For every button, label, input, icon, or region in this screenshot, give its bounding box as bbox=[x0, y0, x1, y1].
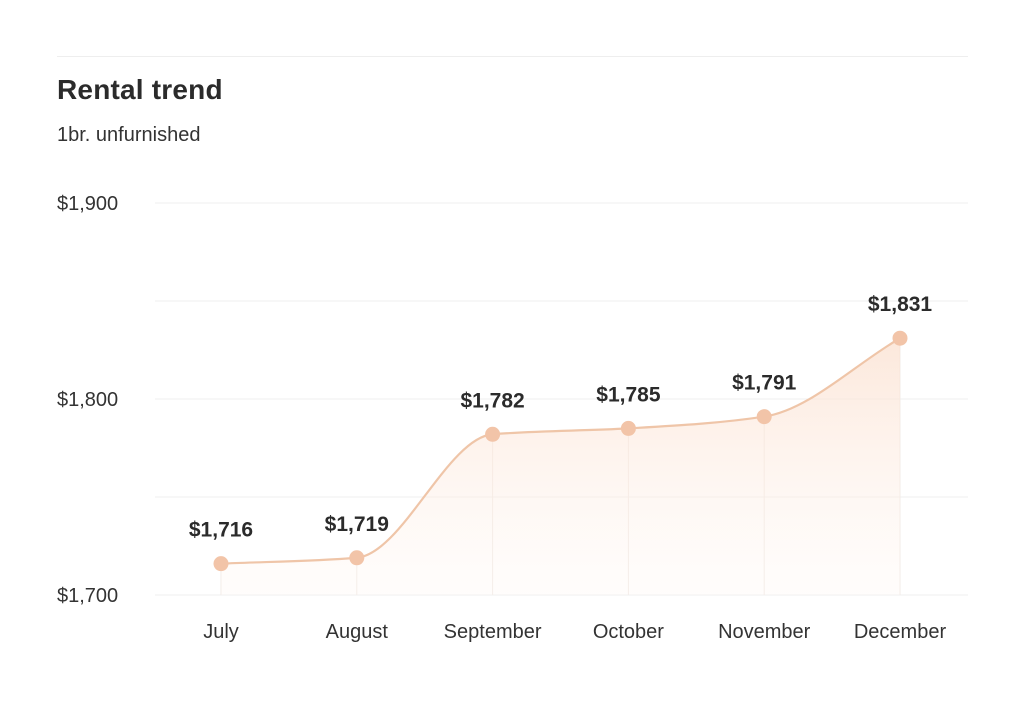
data-point-july[interactable] bbox=[213, 556, 229, 572]
x-tick-label: August bbox=[326, 621, 389, 643]
data-label: $1,785 bbox=[596, 383, 661, 406]
data-label: $1,831 bbox=[868, 293, 933, 316]
series-area bbox=[221, 338, 900, 595]
x-tick-label: July bbox=[203, 621, 239, 643]
marker-layer bbox=[213, 330, 908, 572]
x-tick-label: October bbox=[593, 621, 664, 643]
data-point-september[interactable] bbox=[485, 426, 501, 442]
axis-layer: $1,700 $1,800 $1,900 July August September Oct… bbox=[57, 193, 946, 643]
y-tick-label: $1,800 bbox=[57, 389, 118, 411]
top-divider bbox=[57, 56, 968, 57]
data-point-october[interactable] bbox=[620, 420, 636, 436]
data-point-december[interactable] bbox=[892, 330, 908, 346]
x-tick-label: December bbox=[854, 621, 947, 643]
series-line bbox=[220, 337, 901, 565]
y-tick-label: $1,900 bbox=[57, 193, 118, 215]
label-layer: $1,716 $1,719 $1,782 $1,785 $1,791 $1,831 bbox=[189, 293, 933, 541]
data-label: $1,719 bbox=[325, 513, 389, 536]
x-tick-label: November bbox=[718, 621, 811, 643]
data-point-november[interactable] bbox=[756, 409, 772, 425]
x-tick-label: September bbox=[444, 621, 542, 643]
data-label: $1,782 bbox=[460, 389, 524, 412]
data-label: $1,791 bbox=[732, 372, 797, 395]
chart-subtitle: 1br. unfurnished bbox=[57, 124, 201, 146]
chart-title: Rental trend bbox=[57, 74, 223, 105]
data-label: $1,716 bbox=[189, 519, 253, 542]
line-layer bbox=[220, 337, 901, 565]
data-point-august[interactable] bbox=[349, 550, 365, 566]
area-layer bbox=[221, 338, 900, 595]
y-tick-label: $1,700 bbox=[57, 585, 118, 607]
